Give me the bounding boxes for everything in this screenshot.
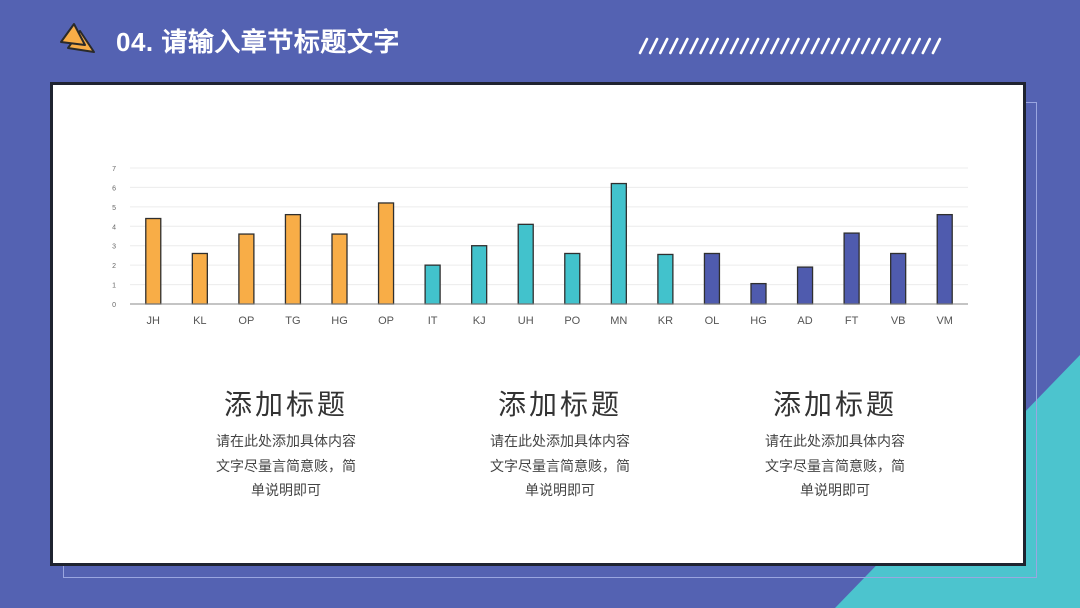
x-tick-label: IT [428, 315, 438, 327]
body-line: 单说明即可 [800, 482, 870, 498]
column-heading: 添加标题 [223, 389, 348, 420]
column-heading: 添加标题 [497, 389, 622, 420]
bar-ad [796, 266, 814, 305]
x-tick-label: JH [147, 315, 161, 327]
body-line: 请在此处添加具体内容 [490, 433, 630, 449]
bar-op [377, 202, 395, 305]
x-tick-label: UH [518, 315, 534, 327]
x-tick-label: MN [610, 315, 627, 327]
column-body: 请在此处添加具体内容 文字尽量言简意赅，简 单说明即可 [715, 429, 955, 503]
bar-jh [145, 217, 162, 305]
body-line: 文字尽量言简意赅，简 [216, 457, 356, 474]
y-tick-label: 3 [112, 244, 116, 251]
bar-tg [284, 213, 302, 305]
bar-kl [191, 252, 208, 305]
y-tick-label: 7 [112, 166, 116, 173]
bar-po [564, 252, 581, 305]
x-tick-label: KR [658, 315, 673, 327]
bar-kr [657, 253, 674, 305]
column-heading: 添加标题 [772, 389, 897, 420]
x-tick-label: HG [331, 315, 348, 327]
x-tick-label: FT [845, 315, 859, 327]
column-body: 请在此处添加具体内容 文字尽量言简意赅，简 单说明即可 [166, 429, 406, 503]
y-tick-label: 1 [112, 283, 116, 290]
body-line: 单说明即可 [251, 482, 321, 498]
text-column-1: 添加标题 请在此处添加具体内容 文字尽量言简意赅，简 单说明即可 [166, 385, 406, 503]
bar-mn [610, 182, 627, 305]
x-tick-label: HG [750, 315, 767, 327]
bar-uh [517, 223, 534, 305]
x-tick-label: OL [705, 315, 720, 327]
bar-ol [703, 252, 721, 305]
y-tick-label: 4 [112, 224, 116, 231]
x-tick-label: OP [238, 315, 254, 327]
y-tick-label: 5 [112, 205, 116, 212]
text-column-2: 添加标题 请在此处添加具体内容 文字尽量言简意赅，简 单说明即可 [440, 385, 680, 503]
x-tick-label: PO [564, 315, 580, 327]
bar-hg [331, 233, 348, 305]
page-title: 04. 请输入章节标题文字 [116, 27, 400, 57]
body-line: 请在此处添加具体内容 [216, 433, 356, 449]
x-tick-label: KL [193, 315, 206, 327]
body-line: 单说明即可 [525, 482, 595, 498]
double-triangle-icon [60, 23, 95, 53]
y-tick-label: 0 [112, 302, 116, 309]
diagonal-stripes-decoration [638, 37, 942, 55]
x-tick-label: AD [797, 315, 812, 327]
x-tick-label: TG [285, 315, 300, 327]
bar-kj [471, 245, 488, 305]
y-tick-label: 2 [112, 263, 116, 270]
bar-ft [843, 232, 860, 305]
column-body: 请在此处添加具体内容 文字尽量言简意赅，简 单说明即可 [440, 429, 680, 503]
bar-op [238, 233, 255, 305]
bar-chart: 0 1 2 3 4 5 6 7 JH KL OP TG HG OP IT KJ UH PO MN KR OL HG AD FT… [112, 166, 968, 327]
bar-hg [750, 282, 767, 305]
y-tick-label: 6 [112, 185, 116, 192]
content-card: 0 1 2 3 4 5 6 7 JH KL OP TG HG OP IT KJ UH PO MN KR OL HG AD FT… [50, 82, 1026, 566]
bar-vb [890, 252, 907, 305]
x-tick-label: OP [378, 315, 394, 327]
x-tick-label: VB [891, 315, 906, 327]
body-line: 文字尽量言简意赅，简 [765, 457, 905, 474]
bar-it [424, 264, 441, 305]
x-tick-label: VM [936, 315, 953, 327]
bar-vm [936, 213, 953, 305]
x-tick-label: KJ [473, 315, 486, 327]
text-column-3: 添加标题 请在此处添加具体内容 文字尽量言简意赅，简 单说明即可 [715, 385, 955, 503]
body-line: 文字尽量言简意赅，简 [490, 457, 630, 474]
body-line: 请在此处添加具体内容 [765, 433, 905, 449]
